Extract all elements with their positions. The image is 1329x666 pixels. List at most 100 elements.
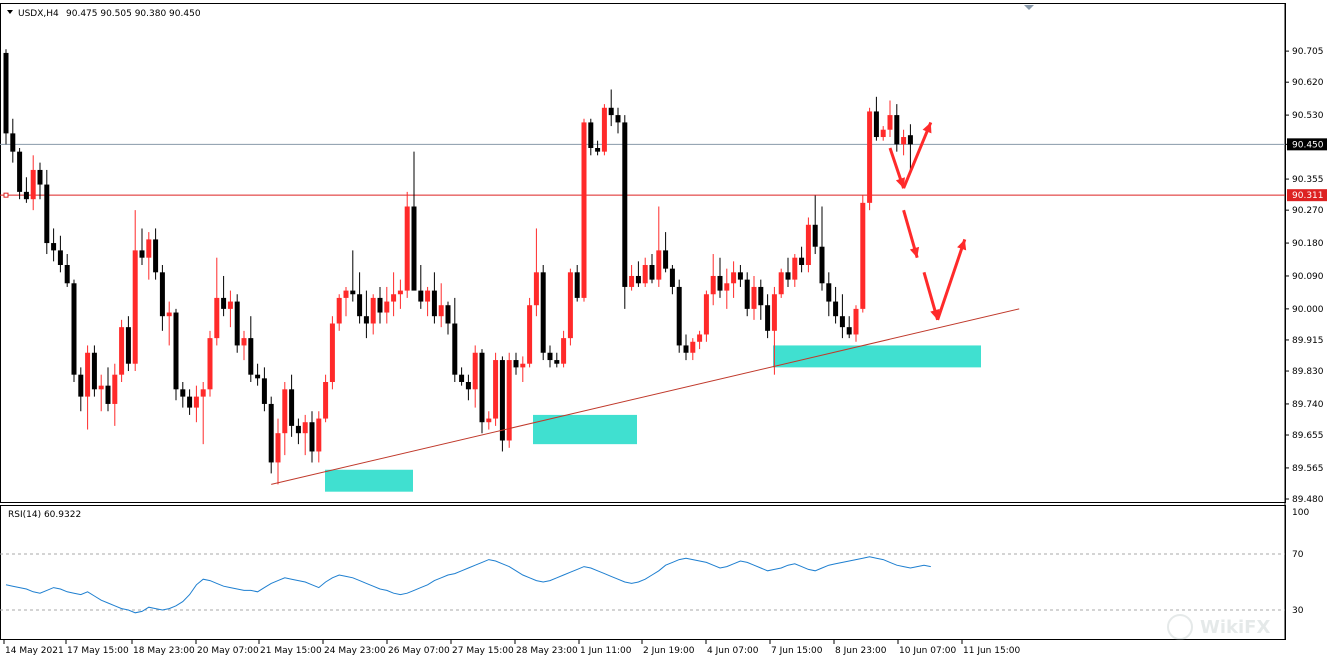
candle-body <box>173 312 179 390</box>
candle-body <box>676 286 682 346</box>
price-tick-label: 90.270 <box>1292 206 1324 216</box>
candle-body <box>615 115 621 123</box>
candle-body <box>227 301 233 309</box>
price-tick-label: 89.915 <box>1292 336 1324 346</box>
rsi-tick-label: 70 <box>1292 550 1304 560</box>
candle-body <box>132 250 138 364</box>
rsi-label: RSI(14) 60.9322 <box>8 510 81 520</box>
candle-body <box>907 135 913 145</box>
watermark-logo-icon <box>1167 614 1193 640</box>
candle-body <box>595 148 601 152</box>
level-line-label: 90.311 <box>1292 191 1324 201</box>
time-tick-label: 1 Jun 11:00 <box>580 646 632 656</box>
symbol-dropdown-icon[interactable] <box>7 10 13 14</box>
candle-body <box>336 297 342 324</box>
candle-body <box>91 352 97 390</box>
candle-body <box>833 301 839 317</box>
candle-body <box>391 294 397 302</box>
candle-body <box>581 122 587 298</box>
time-tick-label: 28 May 23:00 <box>516 646 578 656</box>
candle-body <box>268 403 274 463</box>
candle-body <box>737 272 743 280</box>
price-tick-label: 90.180 <box>1292 239 1324 249</box>
candle-body <box>207 338 213 390</box>
level-line-handle <box>3 192 9 198</box>
candle-body <box>295 425 301 434</box>
candle-body <box>860 202 866 309</box>
trendline <box>271 308 1020 485</box>
scroll-marker-icon[interactable] <box>1024 5 1034 10</box>
candle-body <box>302 422 308 434</box>
candle-body <box>425 290 431 302</box>
candle-body <box>377 297 383 313</box>
candle-body <box>214 297 220 339</box>
candle-body <box>397 290 403 295</box>
candle-body <box>323 382 329 419</box>
candle-body <box>445 305 451 324</box>
support-zone <box>533 414 637 445</box>
candle-body <box>642 265 648 284</box>
candle-body <box>221 297 227 309</box>
projection-arrow-head <box>895 177 905 189</box>
candle-body <box>465 382 471 390</box>
price-tick-label: 90.355 <box>1292 175 1324 185</box>
candle-body <box>112 374 118 404</box>
candle-body <box>472 352 478 390</box>
rsi-tick-label: 100 <box>1292 508 1309 518</box>
projection-arrow-head <box>957 239 967 251</box>
candle-body <box>193 396 199 408</box>
candle-body <box>513 360 519 368</box>
candle-body <box>527 305 533 364</box>
ohlc-readout: 90.475 90.505 90.380 90.450 <box>66 9 201 19</box>
candle-body <box>51 243 57 251</box>
candle-body <box>826 283 832 302</box>
candle-body <box>792 257 798 280</box>
time-tick-label: 4 Jun 07:00 <box>707 646 759 656</box>
support-zone <box>325 469 413 492</box>
symbol-label: USDX,H4 <box>18 9 59 19</box>
candle-body <box>812 224 818 247</box>
time-tick-label: 20 May 07:00 <box>197 646 259 656</box>
candle-body <box>846 327 852 335</box>
time-tick-label: 8 Jun 23:00 <box>835 646 887 656</box>
time-tick-label: 2 Jun 19:00 <box>643 646 695 656</box>
candle-body <box>853 308 859 335</box>
candle-body <box>799 257 805 265</box>
candle-body <box>758 286 764 306</box>
candle-body <box>683 345 689 353</box>
candle-body <box>309 422 315 452</box>
candle-body <box>261 378 267 404</box>
candle-body <box>350 290 356 295</box>
rsi-tick-label: 30 <box>1292 606 1304 616</box>
candle-body <box>785 272 791 280</box>
time-tick-label: 7 Jun 15:00 <box>771 646 823 656</box>
candle-body <box>438 305 444 317</box>
time-tick-label: 18 May 23:00 <box>133 646 195 656</box>
candle-body <box>880 129 886 138</box>
candle-body <box>85 352 91 397</box>
candle-body <box>146 239 152 258</box>
price-tick-label: 89.565 <box>1292 464 1324 474</box>
candle-body <box>200 389 206 397</box>
candle-body <box>241 338 247 346</box>
candle-body <box>894 115 900 145</box>
candle-body <box>703 294 709 335</box>
price-axis: 90.705 90.620 90.530 90.355 90.270 90.180 90.0… <box>1285 47 1327 505</box>
candle-body <box>588 122 594 148</box>
candle-body <box>731 272 737 284</box>
candle-body <box>710 275 716 295</box>
candle-body <box>459 374 465 382</box>
price-tick-label: 89.655 <box>1292 431 1324 441</box>
candle-body <box>778 272 784 295</box>
candle-body <box>98 385 104 390</box>
candle-body <box>282 389 288 434</box>
candle-body <box>64 265 70 284</box>
time-tick-label: 24 May 23:00 <box>324 646 386 656</box>
price-tick-label: 89.830 <box>1292 367 1324 377</box>
level-line-badge <box>1287 189 1327 202</box>
candle-body <box>329 323 335 382</box>
candle-body <box>153 239 159 273</box>
candle-body <box>384 301 390 313</box>
